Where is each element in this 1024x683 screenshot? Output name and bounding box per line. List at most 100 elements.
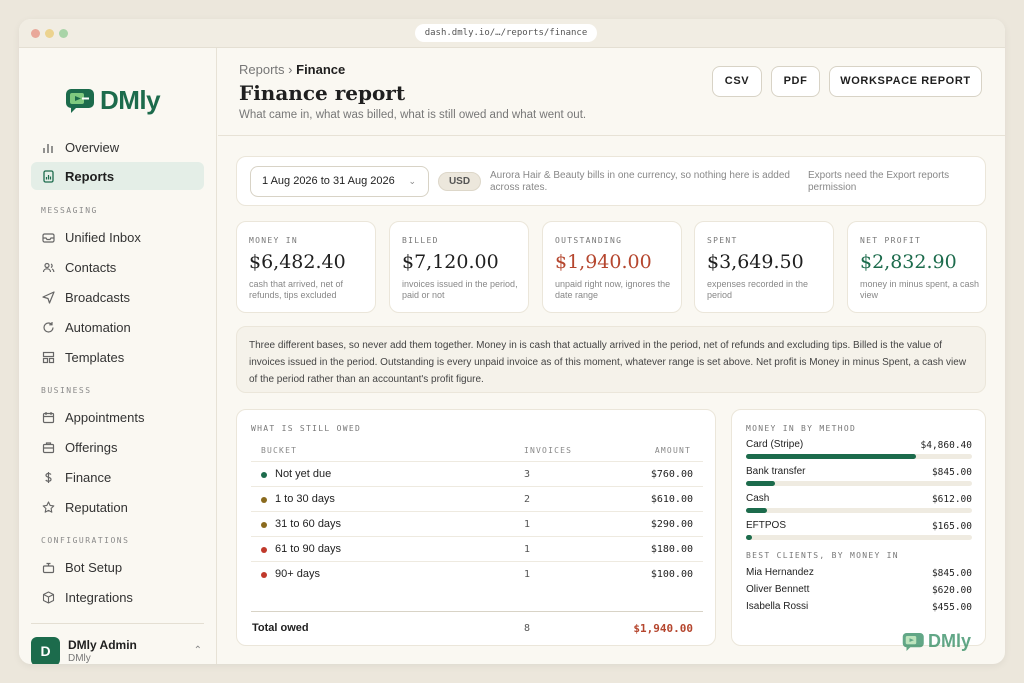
main-content: Reports › Finance Finance report What ca… [218, 48, 1005, 664]
currency-note: Aurora Hair & Beauty bills in one curren… [490, 170, 790, 193]
payment-method-amount: $845.00 [931, 467, 972, 478]
sidebar-item-unified-inbox[interactable]: Unified Inbox [31, 223, 204, 251]
owed-amount: $610.00 [650, 494, 693, 505]
bucket-label: 61 to 90 days [275, 543, 342, 555]
bucket-status-dot [261, 522, 267, 528]
inbox-icon [41, 230, 55, 244]
stat-label: MONEY IN [249, 236, 298, 245]
calendar-icon [41, 410, 55, 424]
payment-method-bar-fill [746, 508, 768, 513]
section-label-configurations: CONFIGURATIONS [41, 536, 130, 545]
sidebar-item-finance[interactable]: Finance [31, 463, 204, 491]
owed-amount: $180.00 [650, 544, 693, 555]
explainer-card: Three different bases, so never add them… [236, 326, 986, 393]
page-subtitle: What came in, what was billed, what is s… [239, 109, 587, 121]
bucket-label: 31 to 60 days [275, 518, 342, 530]
watermark-brand-name: DMly [928, 631, 972, 651]
chevron-up-down-icon[interactable]: ⌃ [193, 645, 202, 656]
client-amount: $620.00 [931, 585, 972, 596]
total-owed-label: Total owed [252, 622, 309, 634]
date-range-select[interactable]: 1 Aug 2026 to 31 Aug 2026 ⌄ [250, 166, 429, 197]
stat-card-billed: BILLED $7,120.00 invoices issued in the … [389, 221, 529, 313]
payment-method-name: Card (Stripe) [746, 439, 804, 450]
table-row[interactable]: 90+ days 1 $100.00 [251, 561, 703, 586]
payment-method-name: Cash [746, 493, 770, 504]
bucket-label: Not yet due [275, 468, 332, 480]
sidebar-item-label: Contacts [65, 259, 117, 275]
owed-amount: $760.00 [650, 469, 693, 480]
payment-method-bar-track [746, 454, 972, 459]
sidebar-item-reports[interactable]: Reports [31, 162, 204, 190]
sidebar-item-overview[interactable]: Overview [31, 133, 204, 161]
send-icon [41, 290, 55, 304]
still-owed-title: WHAT IS STILL OWED [251, 424, 362, 433]
pdf-button[interactable]: PDF [771, 66, 820, 97]
table-row[interactable]: Not yet due 3 $760.00 [251, 461, 703, 486]
chevron-down-icon: ⌄ [408, 176, 416, 186]
column-bucket: BUCKET [261, 446, 298, 455]
close-window-dot[interactable] [31, 29, 40, 38]
sidebar-item-contacts[interactable]: Contacts [31, 253, 204, 281]
payment-method-row: Card (Stripe) $4,860.40 [746, 439, 972, 466]
sidebar-item-integrations[interactable]: Integrations [31, 583, 204, 611]
template-icon [41, 350, 55, 364]
report-icon [41, 169, 55, 183]
workspace-report-button[interactable]: WORKSPACE REPORT [829, 66, 982, 97]
breadcrumb-separator: › [288, 62, 293, 77]
sidebar-item-label: Templates [65, 349, 125, 365]
sidebar-item-automation[interactable]: Automation [31, 313, 204, 341]
sidebar-item-label: Reputation [65, 499, 128, 515]
table-row[interactable]: 61 to 90 days 1 $180.00 [251, 536, 703, 561]
avatar: D [31, 637, 60, 664]
sidebar-item-bot-setup[interactable]: Bot Setup [31, 553, 204, 581]
invoice-count: 2 [524, 494, 531, 505]
bar-chart-icon [41, 140, 55, 154]
bucket-label: 90+ days [275, 568, 320, 580]
payment-method-name: Bank transfer [746, 466, 806, 477]
stat-label: BILLED [402, 236, 439, 245]
best-client-row[interactable]: Isabella Rossi $455.00 [746, 601, 972, 617]
maximize-window-dot[interactable] [59, 29, 68, 38]
payment-method-bar-fill [746, 535, 752, 540]
stat-note: invoices issued in the period, paid or n… [402, 279, 518, 300]
section-label-messaging: MESSAGING [41, 206, 98, 215]
address-bar[interactable]: dash.dmly.io/…/reports/finance [415, 24, 597, 42]
sidebar-item-offerings[interactable]: Offerings [31, 433, 204, 461]
client-name: Mia Hernandez [746, 567, 814, 578]
best-client-row[interactable]: Mia Hernandez $845.00 [746, 567, 972, 583]
money-by-method-card: MONEY IN BY METHOD Card (Stripe) $4,860.… [731, 409, 986, 651]
invoice-count: 1 [524, 519, 531, 530]
sidebar-item-label: Bot Setup [65, 559, 123, 575]
sidebar-item-appointments[interactable]: Appointments [31, 403, 204, 431]
breadcrumb-reports[interactable]: Reports [239, 62, 285, 77]
invoice-count: 1 [524, 569, 531, 580]
explainer-text: Three different bases, so never add them… [249, 340, 967, 385]
sidebar-item-label: Unified Inbox [65, 229, 141, 245]
breadcrumb: Reports › Finance [239, 62, 345, 77]
payment-method-bar-track [746, 481, 972, 486]
brand-logo[interactable]: DMly [65, 85, 161, 116]
sidebar-item-templates[interactable]: Templates [31, 343, 204, 371]
stat-value: $6,482.40 [249, 251, 346, 273]
stat-value: $2,832.90 [860, 251, 957, 273]
stat-card-spent: SPENT $3,649.50 expenses recorded in the… [694, 221, 834, 313]
table-row[interactable]: 31 to 60 days 1 $290.00 [251, 511, 703, 536]
app-window: dash.dmly.io/…/reports/finance DMly Over… [19, 19, 1005, 664]
stat-value: $7,120.00 [402, 251, 499, 273]
table-row[interactable]: 1 to 30 days 2 $610.00 [251, 486, 703, 511]
minimize-window-dot[interactable] [45, 29, 54, 38]
sidebar-item-reputation[interactable]: Reputation [31, 493, 204, 521]
sidebar-item-broadcasts[interactable]: Broadcasts [31, 283, 204, 311]
user-menu[interactable]: D DMly Admin DMly ⌃ [31, 623, 204, 664]
stat-label: SPENT [707, 236, 738, 245]
csv-button[interactable]: CSV [712, 66, 762, 97]
star-icon [41, 500, 55, 514]
stat-card-net-profit: NET PROFIT $2,832.90 money in minus spen… [847, 221, 987, 313]
brand-name: DMly [100, 85, 161, 115]
sidebar-item-label: Reports [65, 168, 115, 184]
column-amount: AMOUNT [654, 446, 691, 455]
total-owed-amount: $1,940.00 [633, 622, 693, 635]
sidebar-item-label: Appointments [65, 409, 145, 425]
best-client-row[interactable]: Oliver Bennett $620.00 [746, 584, 972, 600]
best-clients-title: BEST CLIENTS, BY MONEY IN [746, 551, 899, 560]
